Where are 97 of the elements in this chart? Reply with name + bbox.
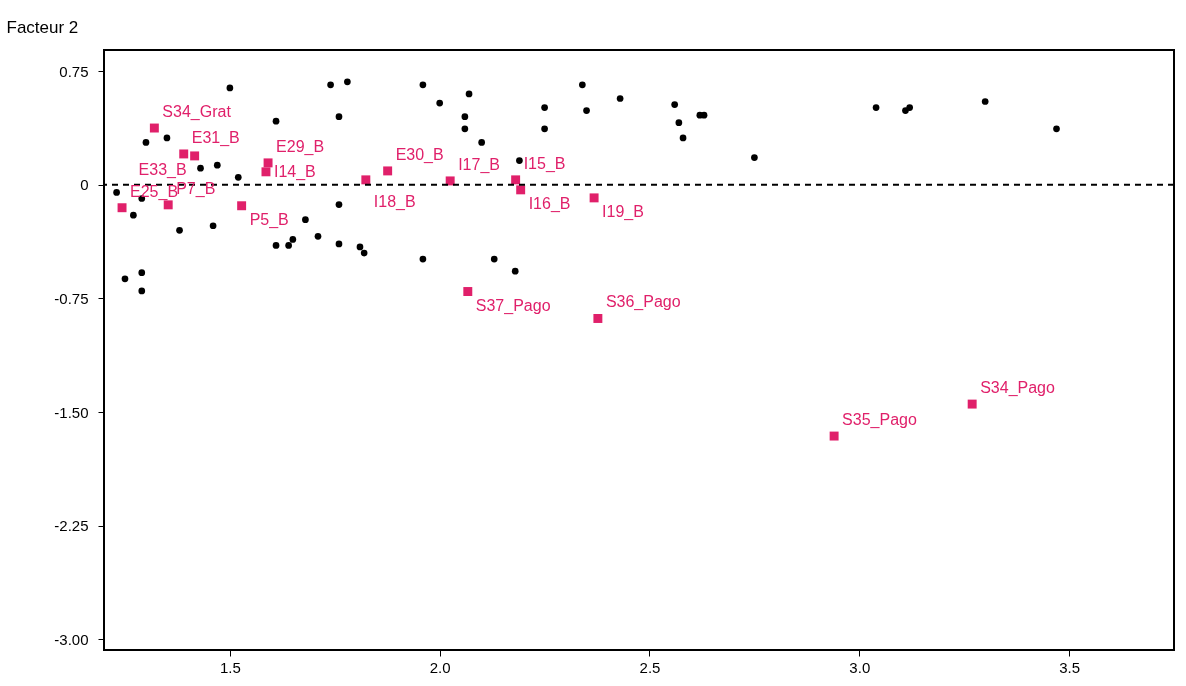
point [272,117,280,125]
annotation: P7_B [176,179,216,198]
point [511,175,521,185]
point [383,166,393,176]
annotation: S37_Pago [475,296,551,315]
annotation: I14_B [273,162,316,181]
annotation: S36_Pago [605,293,681,312]
point [356,243,364,251]
x-tick-label: 2.5 [639,658,661,676]
annotation: E31_B [191,128,240,147]
point [179,149,189,159]
point [335,240,343,248]
point [516,185,526,195]
annotation: S35_Pago [842,411,917,430]
point [490,255,498,263]
point [113,189,120,196]
point [419,81,427,89]
point [872,104,880,111]
point [751,154,758,161]
annotation: I16_B [528,194,571,213]
annotation: S34_Grat [162,103,232,122]
point [419,255,427,263]
point [675,119,683,127]
point [700,111,708,119]
point [445,176,455,186]
point [906,104,913,111]
point [138,287,146,295]
x-tick-label: 3.0 [849,658,871,676]
y-tick-label: -2.25 [54,517,89,535]
annotation: I17_B [458,155,500,174]
point [616,95,624,102]
point [163,134,171,142]
point [163,200,173,210]
point [335,113,343,121]
point [671,101,679,108]
point [1053,125,1060,133]
point [263,158,273,168]
point [213,161,221,169]
point [272,242,280,249]
point [361,175,371,185]
point [261,167,271,177]
point [234,173,242,181]
point [541,125,548,133]
point [344,78,351,86]
point [463,287,473,296]
y-tick-label: -1.50 [54,403,89,421]
point [583,107,590,114]
point [142,139,150,146]
point [335,201,343,208]
x-tick-label: 2.0 [429,658,451,676]
annotation: P5_B [249,210,289,229]
point [190,151,200,161]
y-axis-title: Facteur 2 [6,17,79,37]
y-tick-label: 0.75 [59,62,89,80]
point [302,216,309,224]
point [579,81,586,89]
point [117,203,127,213]
point [314,233,322,240]
x-tick-label: 3.5 [1059,658,1081,676]
point [541,104,548,111]
point [289,236,297,243]
point [829,431,839,441]
x-tick-label: 1.5 [219,658,241,676]
point [589,193,599,203]
point [209,222,217,230]
point [226,84,234,92]
point [593,314,603,323]
point [967,399,977,409]
annotation: S34_Pago [980,379,1055,398]
point [176,226,183,234]
point [478,139,485,146]
point [237,201,247,211]
annotation: E30_B [395,145,444,164]
point [130,211,137,219]
point [360,249,368,257]
point [121,275,129,283]
annotation: E29_B [276,137,325,156]
y-tick-label: -3.00 [54,630,89,648]
point [511,267,519,275]
annotation: I15_B [523,154,566,173]
point [465,90,473,98]
point [285,242,292,249]
annotation: I19_B [602,202,644,221]
annotation: E33_B [138,160,187,179]
point [981,98,989,105]
point [461,113,469,121]
point [197,164,204,172]
point [436,99,444,107]
point [516,157,523,164]
point [461,125,469,133]
point [327,81,334,89]
point [679,134,687,142]
point [138,269,146,277]
y-tick-label: 0 [80,176,89,194]
annotation: I18_B [373,192,416,211]
y-tick-label: -0.75 [54,289,89,307]
point [149,123,159,133]
